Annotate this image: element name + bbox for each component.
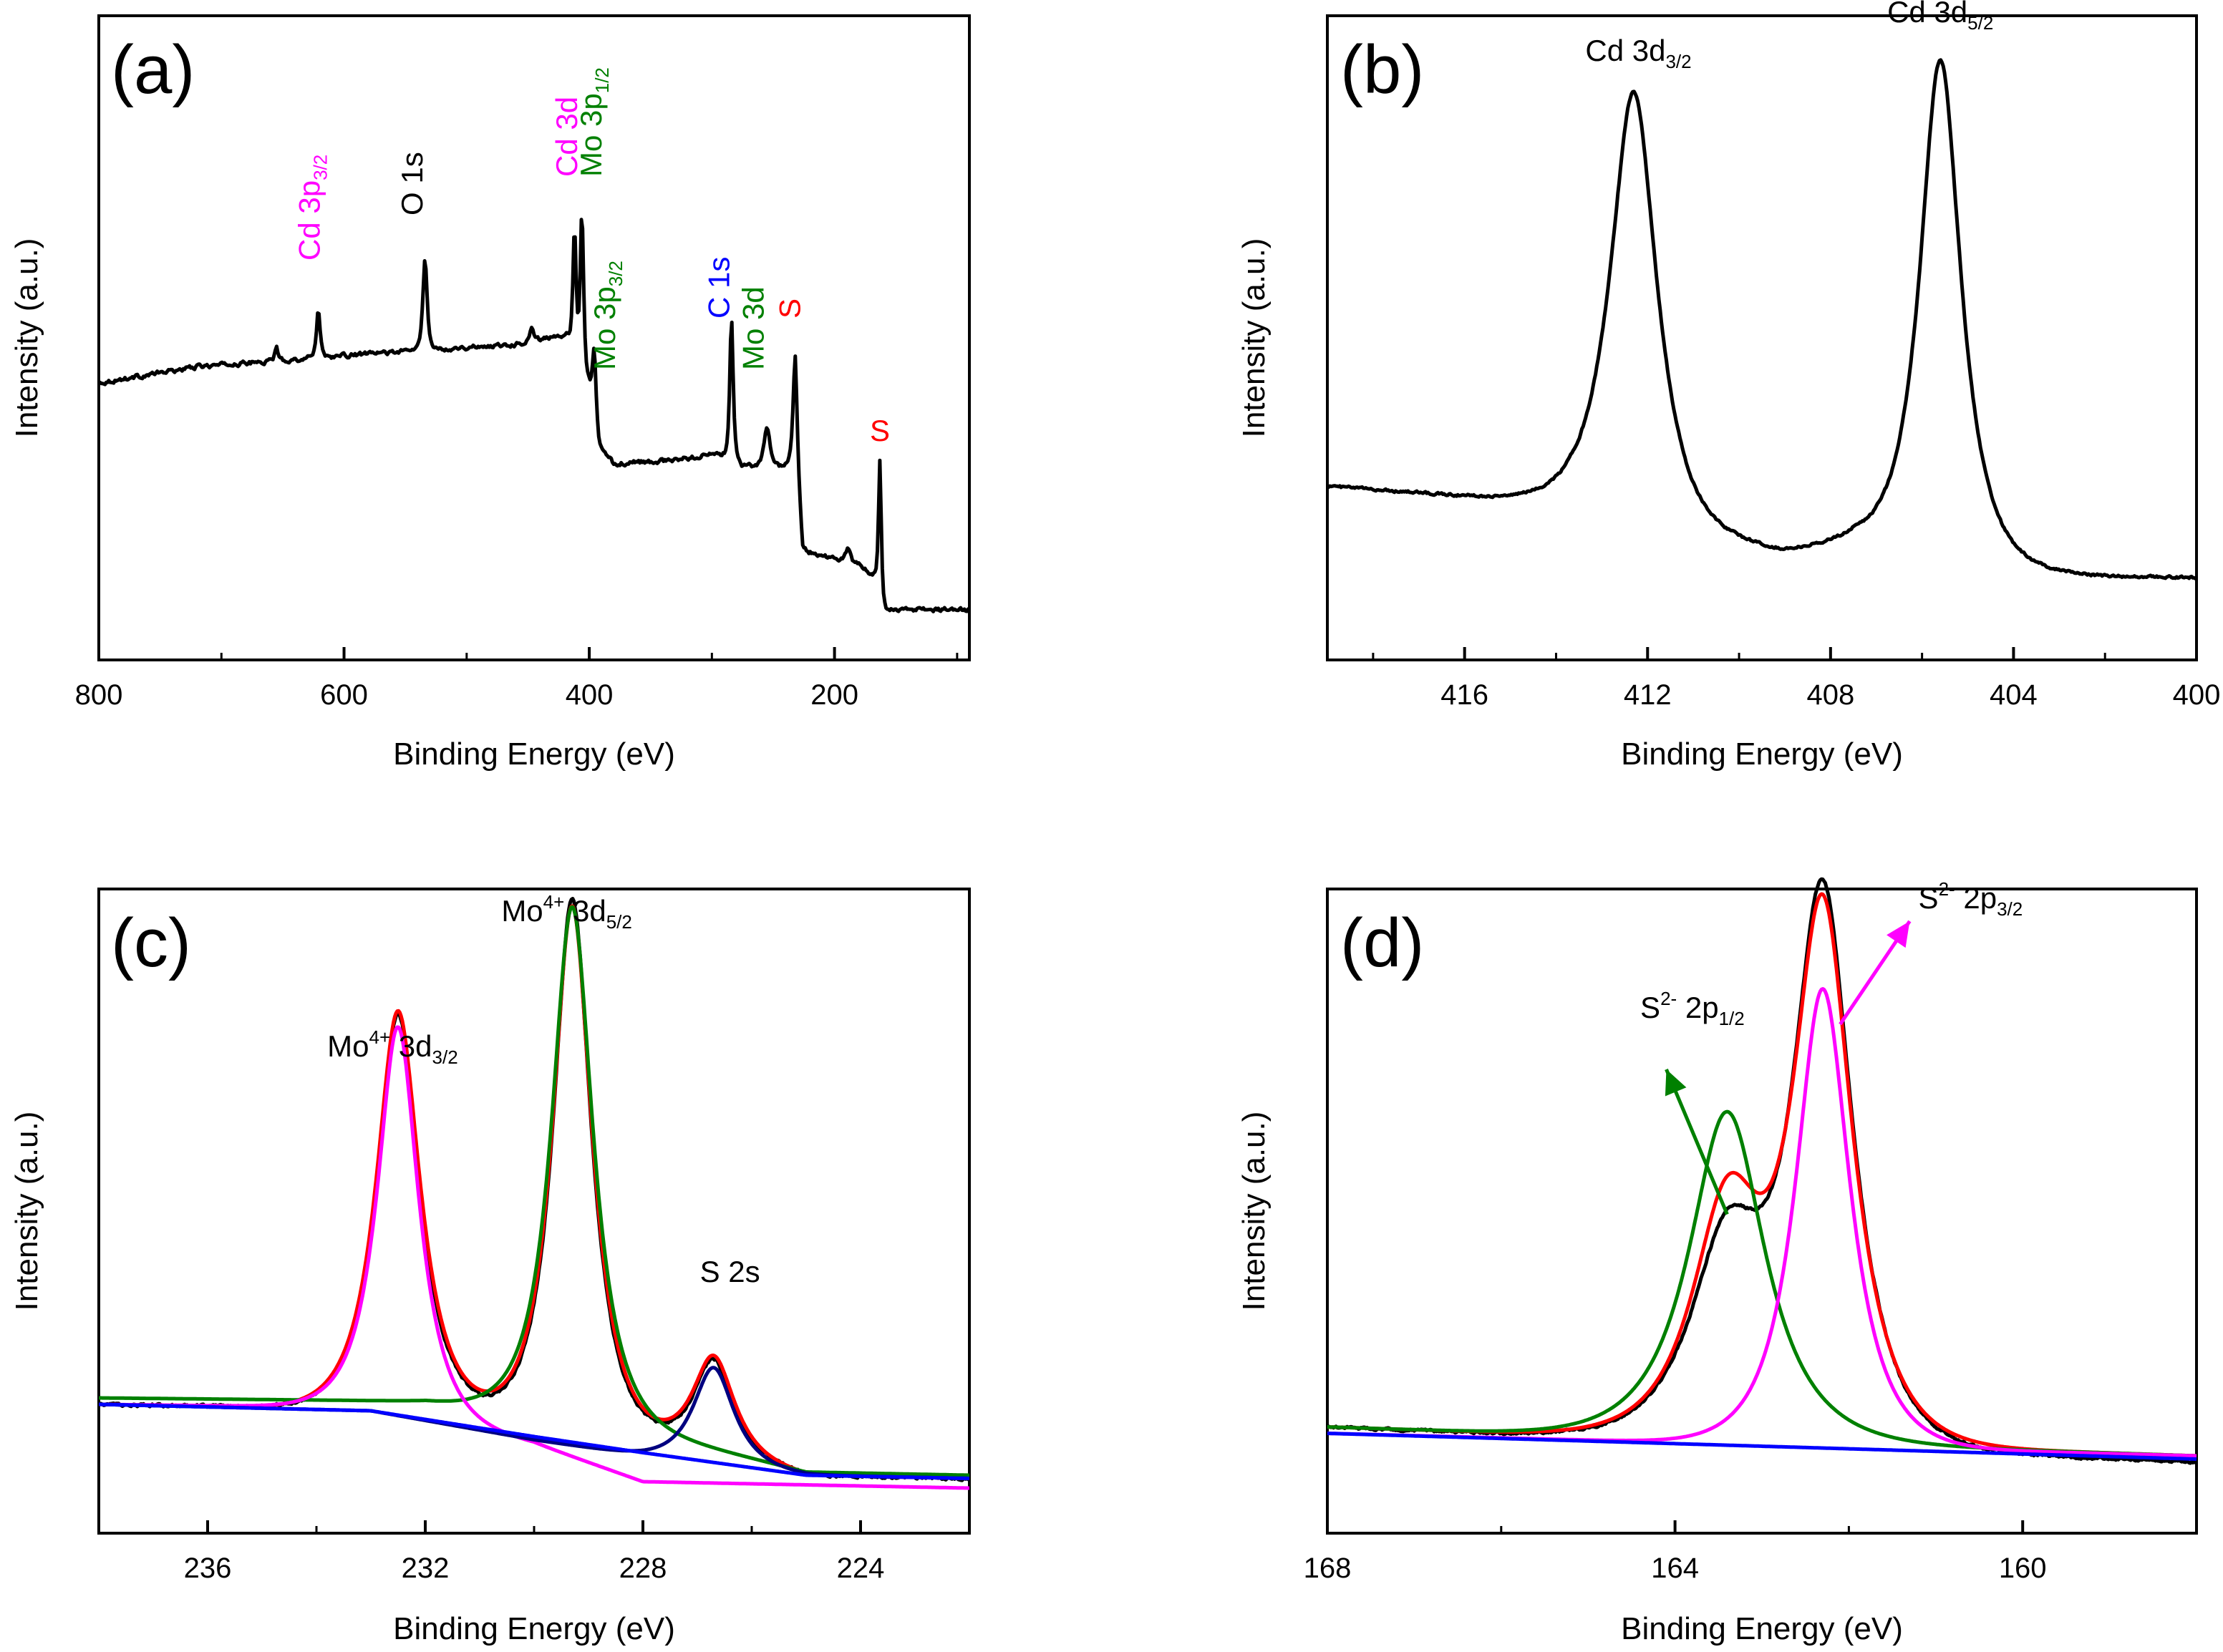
panel-b-peak-label: Cd 3d5/2 [1887, 0, 1993, 34]
panel-a-x-tick-label: 400 [566, 679, 614, 711]
panel-d-x-tick-label: 164 [1651, 1553, 1699, 1584]
panel-d-series-raw [1327, 877, 2197, 1465]
panel-b-peak-label: Cd 3d3/2 [1585, 34, 1691, 72]
panel-a: (a) Binding Energy (eV) Intensity (a.u.)… [9, 14, 971, 772]
panel-a-plot-frame [97, 14, 971, 661]
panel-b-series-cd-3d [1327, 58, 2198, 580]
panel-a-x-tick-label: 600 [320, 679, 368, 711]
panel-d-label: (d) [1340, 905, 1424, 981]
panel-c-x-tick-label: 236 [184, 1553, 232, 1584]
panel-b-x-tick-label: 408 [1806, 679, 1854, 711]
panel-d-series-background [1327, 1432, 2197, 1461]
panel-b-x-tick-label: 400 [2173, 679, 2221, 711]
panel-d-peak-label: S2- 2p3/2 [1919, 878, 2023, 920]
panel-c-x-axis-label: Binding Energy (eV) [393, 1611, 675, 1646]
panel-d-series-s2-2p3-2-fit [1327, 987, 2197, 1458]
panel-b-label: (b) [1340, 31, 1424, 108]
panel-b: (b) Binding Energy (eV) Intensity (a.u.)… [1236, 0, 2220, 772]
panel-a-peak-label: Cd 3p3/2 [292, 155, 331, 261]
panel-a-series-survey [98, 218, 970, 613]
panel-c-y-axis-label: Intensity (a.u.) [9, 1112, 44, 1311]
panel-d-x-axis-label: Binding Energy (eV) [1621, 1611, 1903, 1646]
panel-a-peak-label: Mo 3p3/2 [588, 261, 626, 370]
panel-a-x-axis-label: Binding Energy (eV) [393, 737, 675, 772]
panel-b-x-axis-label: Binding Energy (eV) [1621, 737, 1903, 772]
panel-c-series-background [98, 1402, 970, 1480]
panel-a-peak-label: S [773, 298, 807, 319]
panel-a-peak-label: Cd 3d [550, 97, 583, 177]
panel-c-plot-area: 236 232 228 224 Mo4+ 3d3/2 Mo4+ 3d5/2 S 2s [97, 891, 971, 1584]
panel-d-arrow-shaft [1665, 1069, 1729, 1215]
panel-d: (d) Binding Energy (eV) Intensity (a.u.)… [1236, 877, 2198, 1646]
panel-a-peak-label: C 1s [702, 257, 735, 319]
panel-c-x-tick-label: 224 [837, 1553, 885, 1584]
panel-d-x-tick-label: 168 [1304, 1553, 1352, 1584]
panel-d-arrow-head [1887, 921, 1910, 948]
panel-a-peak-label: S [870, 414, 890, 447]
panel-d-y-axis-label: Intensity (a.u.) [1236, 1112, 1272, 1311]
panel-c-series-mo-3d3-2-fit [98, 1025, 970, 1490]
panel-b-x-tick-label: 416 [1440, 679, 1488, 711]
panel-d-plot-frame [1326, 888, 2198, 1535]
panel-b-plot-frame [1326, 14, 2198, 661]
panel-d-series-s2-2p1-2-fit [1327, 1109, 2197, 1458]
panel-a-x-tick-label: 200 [810, 679, 858, 711]
panel-b-x-tick-label: 404 [1990, 679, 2038, 711]
panel-d-series-envelope [1327, 892, 2197, 1458]
panel-a-peak-label: Mo 3d [736, 286, 770, 370]
panel-b-y-axis-label: Intensity (a.u.) [1236, 238, 1272, 438]
panel-a-peak-label: Mo 3p1/2 [574, 67, 613, 177]
panel-c-x-tick-label: 232 [402, 1553, 450, 1584]
panel-d-arrow-head [1665, 1069, 1687, 1097]
panel-a-y-axis-label: Intensity (a.u.) [9, 238, 44, 438]
panel-c-series-envelope [98, 904, 970, 1480]
panel-a-label: (a) [111, 31, 195, 108]
panel-b-plot-area: 416 412 408 404 400 Cd 3d3/2 Cd 3d5/2 [1327, 0, 2220, 711]
panel-c-peak-label: S 2s [700, 1255, 760, 1288]
panel-c-label: (c) [111, 905, 191, 981]
panel-c-peak-label: Mo4+ 3d5/2 [501, 891, 632, 933]
panel-c-x-tick-label: 228 [619, 1553, 667, 1584]
panel-c-series-mo-3d5-2-fit [98, 905, 970, 1477]
panel-c-series-raw [97, 897, 971, 1482]
panel-d-plot-area: 168 164 160 S2- 2p1/2 S2- 2p3/2 [1304, 877, 2198, 1584]
panel-c-peak-label: Mo4+ 3d3/2 [327, 1026, 458, 1068]
panel-d-x-tick-label: 160 [1999, 1553, 2047, 1584]
panel-a-peak-label: O 1s [395, 152, 429, 215]
panel-a-x-tick-label: 800 [75, 679, 123, 711]
panel-c-series-s-2s-fit [98, 1366, 970, 1480]
panel-d-peak-label: S2- 2p1/2 [1640, 988, 1745, 1029]
panel-b-x-tick-label: 412 [1624, 679, 1672, 711]
panel-c: (c) Binding Energy (eV) Intensity (a.u.)… [9, 888, 971, 1646]
